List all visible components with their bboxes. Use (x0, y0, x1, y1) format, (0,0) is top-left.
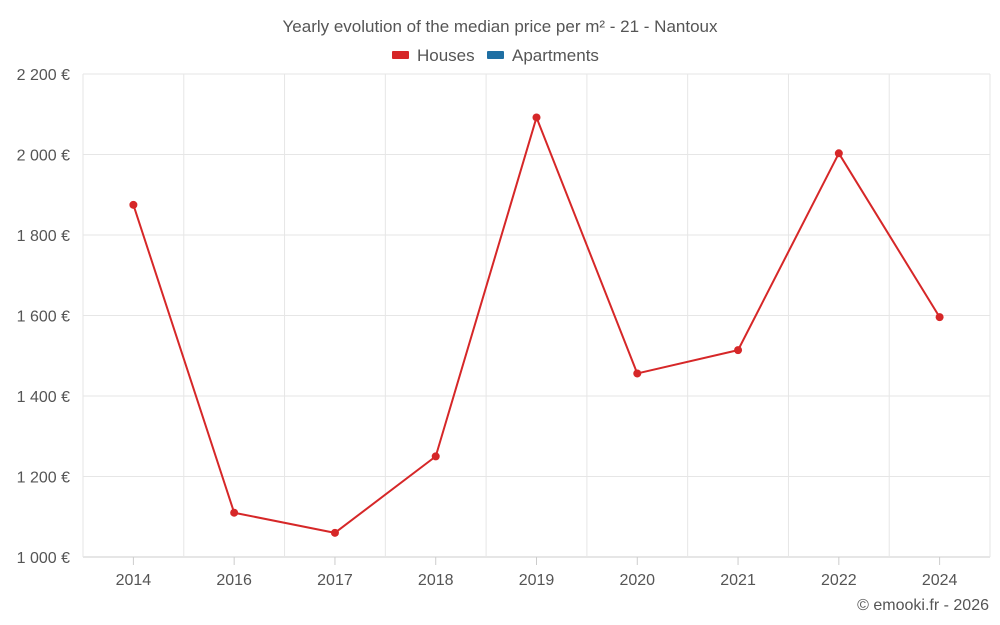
data-point-houses-2019[interactable] (532, 113, 541, 122)
y-axis-labels: 1 000 € 1 200 € 1 400 € 1 600 € 1 800 € 2 000… (17, 67, 70, 567)
data-point-houses-2014[interactable] (129, 200, 138, 209)
y-tick-label: 1 800 € (17, 228, 70, 245)
credit-text: © emooki.fr - 2026 (857, 597, 989, 614)
chart-title: Yearly evolution of the median price per… (283, 17, 718, 36)
x-tick-label: 2018 (418, 572, 454, 589)
legend-swatch-apartments (487, 51, 504, 59)
x-tick-label: 2019 (519, 572, 555, 589)
x-tick-label: 2024 (922, 572, 958, 589)
data-point-houses-2016[interactable] (230, 508, 239, 517)
series-points (129, 113, 944, 537)
x-tick-label: 2017 (317, 572, 353, 589)
data-point-houses-2017[interactable] (330, 528, 339, 537)
x-tick-label: 2014 (116, 572, 152, 589)
x-axis-labels: 2014 2016 2017 2018 2019 2020 2021 2022 2024 (116, 572, 958, 589)
y-tick-label: 2 000 € (17, 148, 70, 165)
y-tick-label: 1 000 € (17, 550, 70, 567)
y-tick-label: 2 200 € (17, 67, 70, 84)
data-point-houses-2018[interactable] (431, 452, 440, 461)
legend-swatch-houses (392, 51, 409, 59)
x-tick-label: 2020 (619, 572, 655, 589)
legend-label-houses[interactable]: Houses (417, 46, 475, 65)
data-point-houses-2022[interactable] (834, 149, 843, 158)
x-tick-label: 2022 (821, 572, 857, 589)
x-tick-label: 2021 (720, 572, 756, 589)
data-point-houses-2024[interactable] (935, 313, 944, 322)
series-lines (132, 116, 941, 534)
y-tick-label: 1 400 € (17, 389, 70, 406)
series-line-houses (132, 116, 941, 534)
x-tick-label: 2016 (216, 572, 252, 589)
y-tick-label: 1 600 € (17, 309, 70, 326)
y-gridlines (83, 73, 990, 558)
legend-label-apartments[interactable]: Apartments (512, 46, 599, 65)
y-tick-label: 1 200 € (17, 470, 70, 487)
legend: Houses Apartments (392, 46, 599, 65)
data-point-houses-2021[interactable] (734, 346, 743, 355)
x-gridlines (82, 74, 991, 565)
data-point-houses-2020[interactable] (633, 369, 642, 378)
